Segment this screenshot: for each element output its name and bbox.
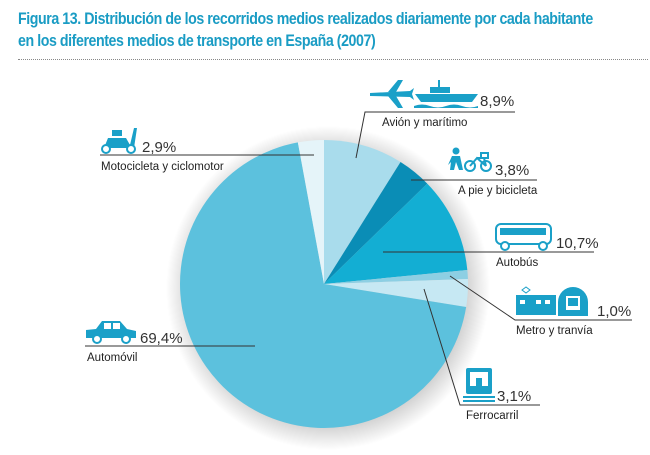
pie-slice-2 xyxy=(324,183,468,284)
label-apie: A pie y bicicleta xyxy=(458,185,538,197)
pie-slice-3 xyxy=(324,269,468,284)
value-avion: 8,9% xyxy=(480,93,514,110)
pedestrian-icon xyxy=(448,147,463,170)
leader-lines xyxy=(85,111,632,406)
pie-slice-5 xyxy=(179,142,467,429)
value-moto: 2,9% xyxy=(142,139,176,156)
chart-title: Figura 13. Distribución de los recorrido… xyxy=(18,8,637,52)
pie-slice-6 xyxy=(297,140,324,284)
label-ferrocarril: Ferrocarril xyxy=(466,410,518,422)
value-apie: 3,8% xyxy=(495,162,529,179)
pie-slice-1 xyxy=(324,162,428,284)
pie-slice-4 xyxy=(324,279,468,308)
title-line-2: en los diferentes medios de transporte e… xyxy=(18,32,376,50)
leader-metro xyxy=(449,275,632,321)
train-icon xyxy=(463,368,495,402)
car-icon xyxy=(86,321,136,344)
scooter-icon xyxy=(101,128,137,154)
label-moto: Motocicleta y ciclomotor xyxy=(101,161,224,173)
metro-icon xyxy=(558,287,588,316)
title-divider xyxy=(18,59,648,60)
label-metro: Metro y tranvía xyxy=(516,325,593,337)
title-line-1: Figura 13. Distribución de los recorrido… xyxy=(18,10,593,28)
pie-slice-0 xyxy=(324,140,401,284)
airplane-icon xyxy=(370,80,414,108)
tram-icon xyxy=(516,286,556,315)
bicycle-icon xyxy=(464,152,492,172)
label-avion: Avión y marítimo xyxy=(382,117,467,129)
value-ferrocarril: 3,1% xyxy=(497,388,531,405)
pie-slices xyxy=(179,140,468,429)
value-autobus: 10,7% xyxy=(556,235,599,252)
label-automovil: Automóvil xyxy=(87,352,138,364)
leader-avion xyxy=(355,111,515,159)
ship-icon xyxy=(414,80,478,108)
value-metro: 1,0% xyxy=(597,303,631,320)
bus-icon xyxy=(495,223,552,251)
leader-ferrocarril xyxy=(423,288,540,406)
label-autobus: Autobús xyxy=(496,257,538,269)
value-automovil: 69,4% xyxy=(140,330,183,347)
